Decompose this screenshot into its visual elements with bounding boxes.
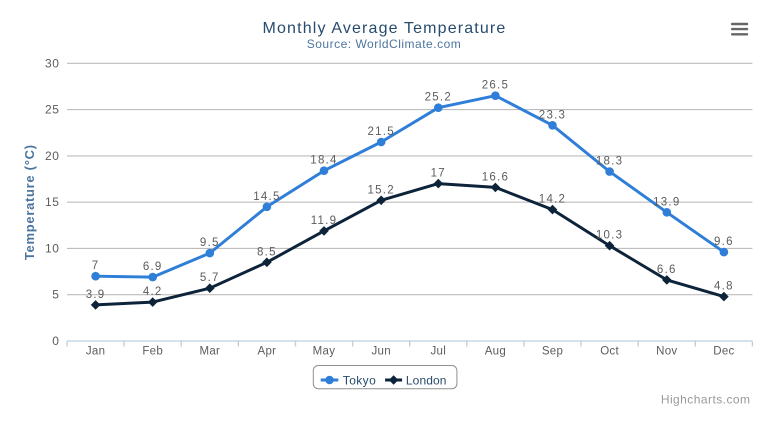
svg-text:8.5: 8.5 — [257, 246, 277, 258]
svg-text:4.2: 4.2 — [143, 286, 163, 298]
svg-text:Jul: Jul — [430, 346, 446, 358]
svg-text:30: 30 — [45, 56, 60, 70]
svg-text:Aug: Aug — [485, 346, 506, 358]
svg-text:26.5: 26.5 — [482, 80, 509, 92]
svg-text:20: 20 — [45, 149, 60, 163]
svg-text:10: 10 — [45, 241, 60, 255]
svg-text:17: 17 — [431, 168, 446, 180]
svg-text:Sep: Sep — [542, 346, 563, 358]
svg-text:18.4: 18.4 — [310, 155, 337, 167]
svg-text:Dec: Dec — [713, 346, 734, 358]
svg-text:Apr: Apr — [258, 346, 277, 358]
svg-text:18.3: 18.3 — [596, 156, 623, 168]
svg-text:9.6: 9.6 — [714, 236, 734, 248]
svg-text:5: 5 — [52, 288, 59, 302]
svg-text:14.2: 14.2 — [539, 194, 566, 206]
svg-text:13.9: 13.9 — [653, 196, 680, 208]
svg-text:23.3: 23.3 — [539, 109, 566, 121]
svg-text:Tokyo: Tokyo — [343, 373, 376, 387]
svg-text:10.3: 10.3 — [596, 230, 623, 242]
svg-text:Jan: Jan — [86, 346, 105, 358]
svg-text:3.9: 3.9 — [86, 289, 106, 301]
svg-text:11.9: 11.9 — [311, 215, 338, 227]
svg-text:5.7: 5.7 — [200, 272, 220, 284]
svg-text:Oct: Oct — [600, 346, 619, 358]
svg-text:6.6: 6.6 — [657, 264, 677, 276]
svg-text:15.2: 15.2 — [368, 184, 395, 196]
svg-text:4.8: 4.8 — [714, 281, 734, 293]
svg-text:25: 25 — [45, 103, 60, 117]
svg-text:15: 15 — [45, 195, 60, 209]
svg-text:Highcharts.com: Highcharts.com — [661, 392, 751, 406]
svg-text:0: 0 — [52, 334, 59, 348]
svg-text:6.9: 6.9 — [143, 261, 163, 273]
svg-text:16.6: 16.6 — [482, 171, 509, 183]
svg-text:9.5: 9.5 — [200, 237, 220, 249]
svg-text:May: May — [313, 346, 336, 358]
svg-text:25.2: 25.2 — [425, 92, 452, 104]
svg-text:Mar: Mar — [199, 346, 220, 358]
svg-text:Jun: Jun — [371, 346, 390, 358]
svg-text:Nov: Nov — [656, 346, 677, 358]
svg-text:7: 7 — [92, 260, 100, 272]
svg-text:Temperature (°C): Temperature (°C) — [22, 144, 37, 260]
svg-text:Source: WorldClimate.com: Source: WorldClimate.com — [307, 37, 462, 51]
svg-text:Monthly Average Temperature: Monthly Average Temperature — [263, 20, 507, 37]
svg-text:14.5: 14.5 — [253, 191, 280, 203]
svg-text:21.5: 21.5 — [368, 126, 395, 138]
svg-text:Feb: Feb — [142, 346, 163, 358]
svg-text:London: London — [406, 373, 447, 387]
